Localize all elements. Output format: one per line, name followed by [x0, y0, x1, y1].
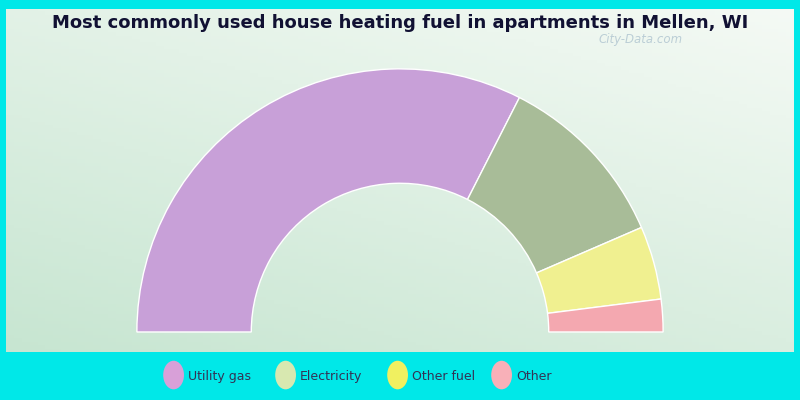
Wedge shape [467, 98, 642, 273]
Text: City-Data.com: City-Data.com [598, 33, 682, 46]
Text: Other: Other [516, 370, 551, 383]
Text: Utility gas: Utility gas [188, 370, 251, 383]
Ellipse shape [491, 361, 512, 389]
Wedge shape [547, 299, 663, 332]
Wedge shape [537, 228, 661, 313]
Ellipse shape [275, 361, 296, 389]
Text: Other fuel: Other fuel [412, 370, 475, 383]
Ellipse shape [163, 361, 184, 389]
Ellipse shape [387, 361, 408, 389]
Text: Electricity: Electricity [300, 370, 362, 383]
Text: Most commonly used house heating fuel in apartments in Mellen, WI: Most commonly used house heating fuel in… [52, 14, 748, 32]
Wedge shape [137, 69, 519, 332]
